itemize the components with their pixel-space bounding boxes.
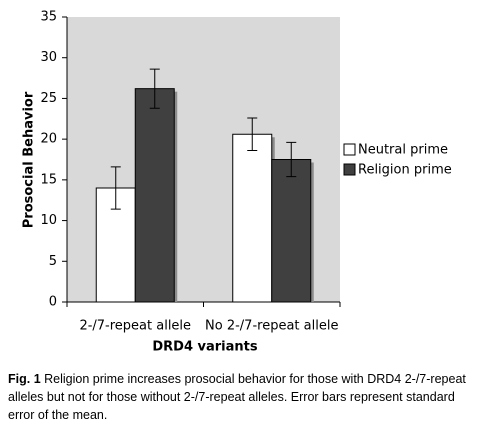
legend-label: Religion prime — [358, 163, 452, 178]
y-tick-label: 15 — [40, 172, 57, 187]
error-bar — [247, 117, 258, 152]
legend-label: Neutral prime — [358, 143, 448, 158]
legend-swatch — [343, 143, 356, 156]
chart: Prosocial Behavior DRD4 variants 0 5 10 15 2… — [22, 10, 452, 355]
bar — [134, 88, 175, 303]
error-bar — [110, 166, 121, 210]
y-tick-label: 25 — [40, 91, 57, 106]
y-tick-label: 30 — [40, 50, 57, 65]
y-tick-label: 35 — [40, 10, 57, 25]
caption: Fig. 1 Religion prime increases prosocia… — [8, 370, 470, 424]
x-tick-label: No 2-/7-repeat allele — [205, 319, 338, 334]
y-tick-label: 10 — [40, 213, 57, 228]
error-bar — [286, 141, 297, 178]
legend-swatch — [343, 163, 356, 176]
caption-text: Religion prime increases prosocial behav… — [8, 372, 466, 422]
bar — [271, 159, 312, 303]
bar — [232, 133, 273, 303]
x-axis-title: DRD4 variants — [152, 340, 258, 355]
y-tick-label: 20 — [40, 132, 57, 147]
error-bar — [149, 68, 160, 109]
y-tick-label: 5 — [49, 254, 57, 269]
y-tick-label: 0 — [49, 295, 57, 310]
caption-label: Fig. 1 — [8, 372, 41, 386]
y-axis-title: Prosocial Behavior — [22, 91, 37, 228]
x-tick-label: 2-/7-repeat allele — [79, 319, 191, 334]
